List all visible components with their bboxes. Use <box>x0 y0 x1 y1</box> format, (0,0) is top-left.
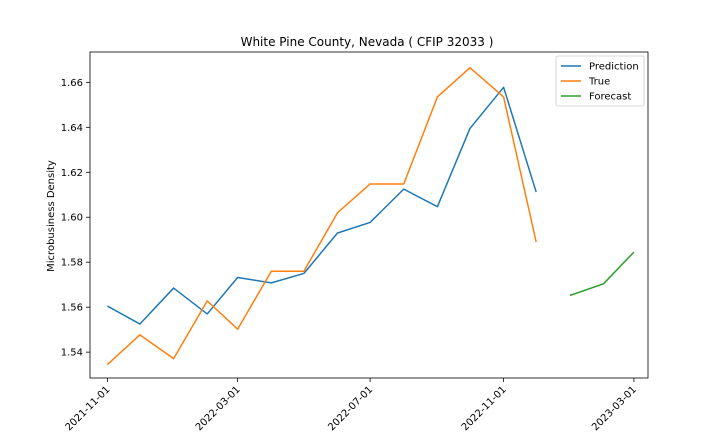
legend-label-2: Forecast <box>589 92 631 103</box>
plot-lines <box>106 66 635 366</box>
y-tick-label: 1.56 <box>61 303 83 314</box>
series-line-2 <box>569 251 635 297</box>
x-ticks: 2021-11-01 2022-03-01 2022-07-01 2022-11-01… <box>64 378 639 432</box>
y-tick-label: 1.62 <box>61 168 83 179</box>
x-tick-label: 2022-03-01 <box>194 384 243 432</box>
axes <box>89 51 649 379</box>
y-tick-label: 1.66 <box>61 78 83 89</box>
series-line-1 <box>106 66 537 366</box>
legend: Prediction True Forecast <box>555 55 645 107</box>
y-tick-label: 1.58 <box>61 258 83 269</box>
x-tick-label: 2022-11-01 <box>460 384 509 432</box>
plot-frame <box>89 51 649 379</box>
y-tick-label: 1.54 <box>61 348 83 359</box>
y-tick-label: 1.60 <box>61 213 83 224</box>
x-tick-label: 2021-11-01 <box>64 384 113 432</box>
series-line-0 <box>107 86 537 325</box>
legend-label-1: True <box>588 77 610 88</box>
legend-label-0: Prediction <box>589 62 639 73</box>
y-axis-label: Microbusiness Density <box>46 160 57 272</box>
x-tick-label: 2023-03-01 <box>590 384 639 432</box>
x-tick-label: 2022-07-01 <box>326 384 375 432</box>
legend-box <box>555 55 645 107</box>
y-tick-label: 1.64 <box>61 123 83 134</box>
chart-title: White Pine County, Nevada ( CFIP 32033 ) <box>241 35 494 49</box>
y-ticks: 1.54 1.56 1.58 1.60 1.62 1.64 1.66 <box>61 78 90 359</box>
